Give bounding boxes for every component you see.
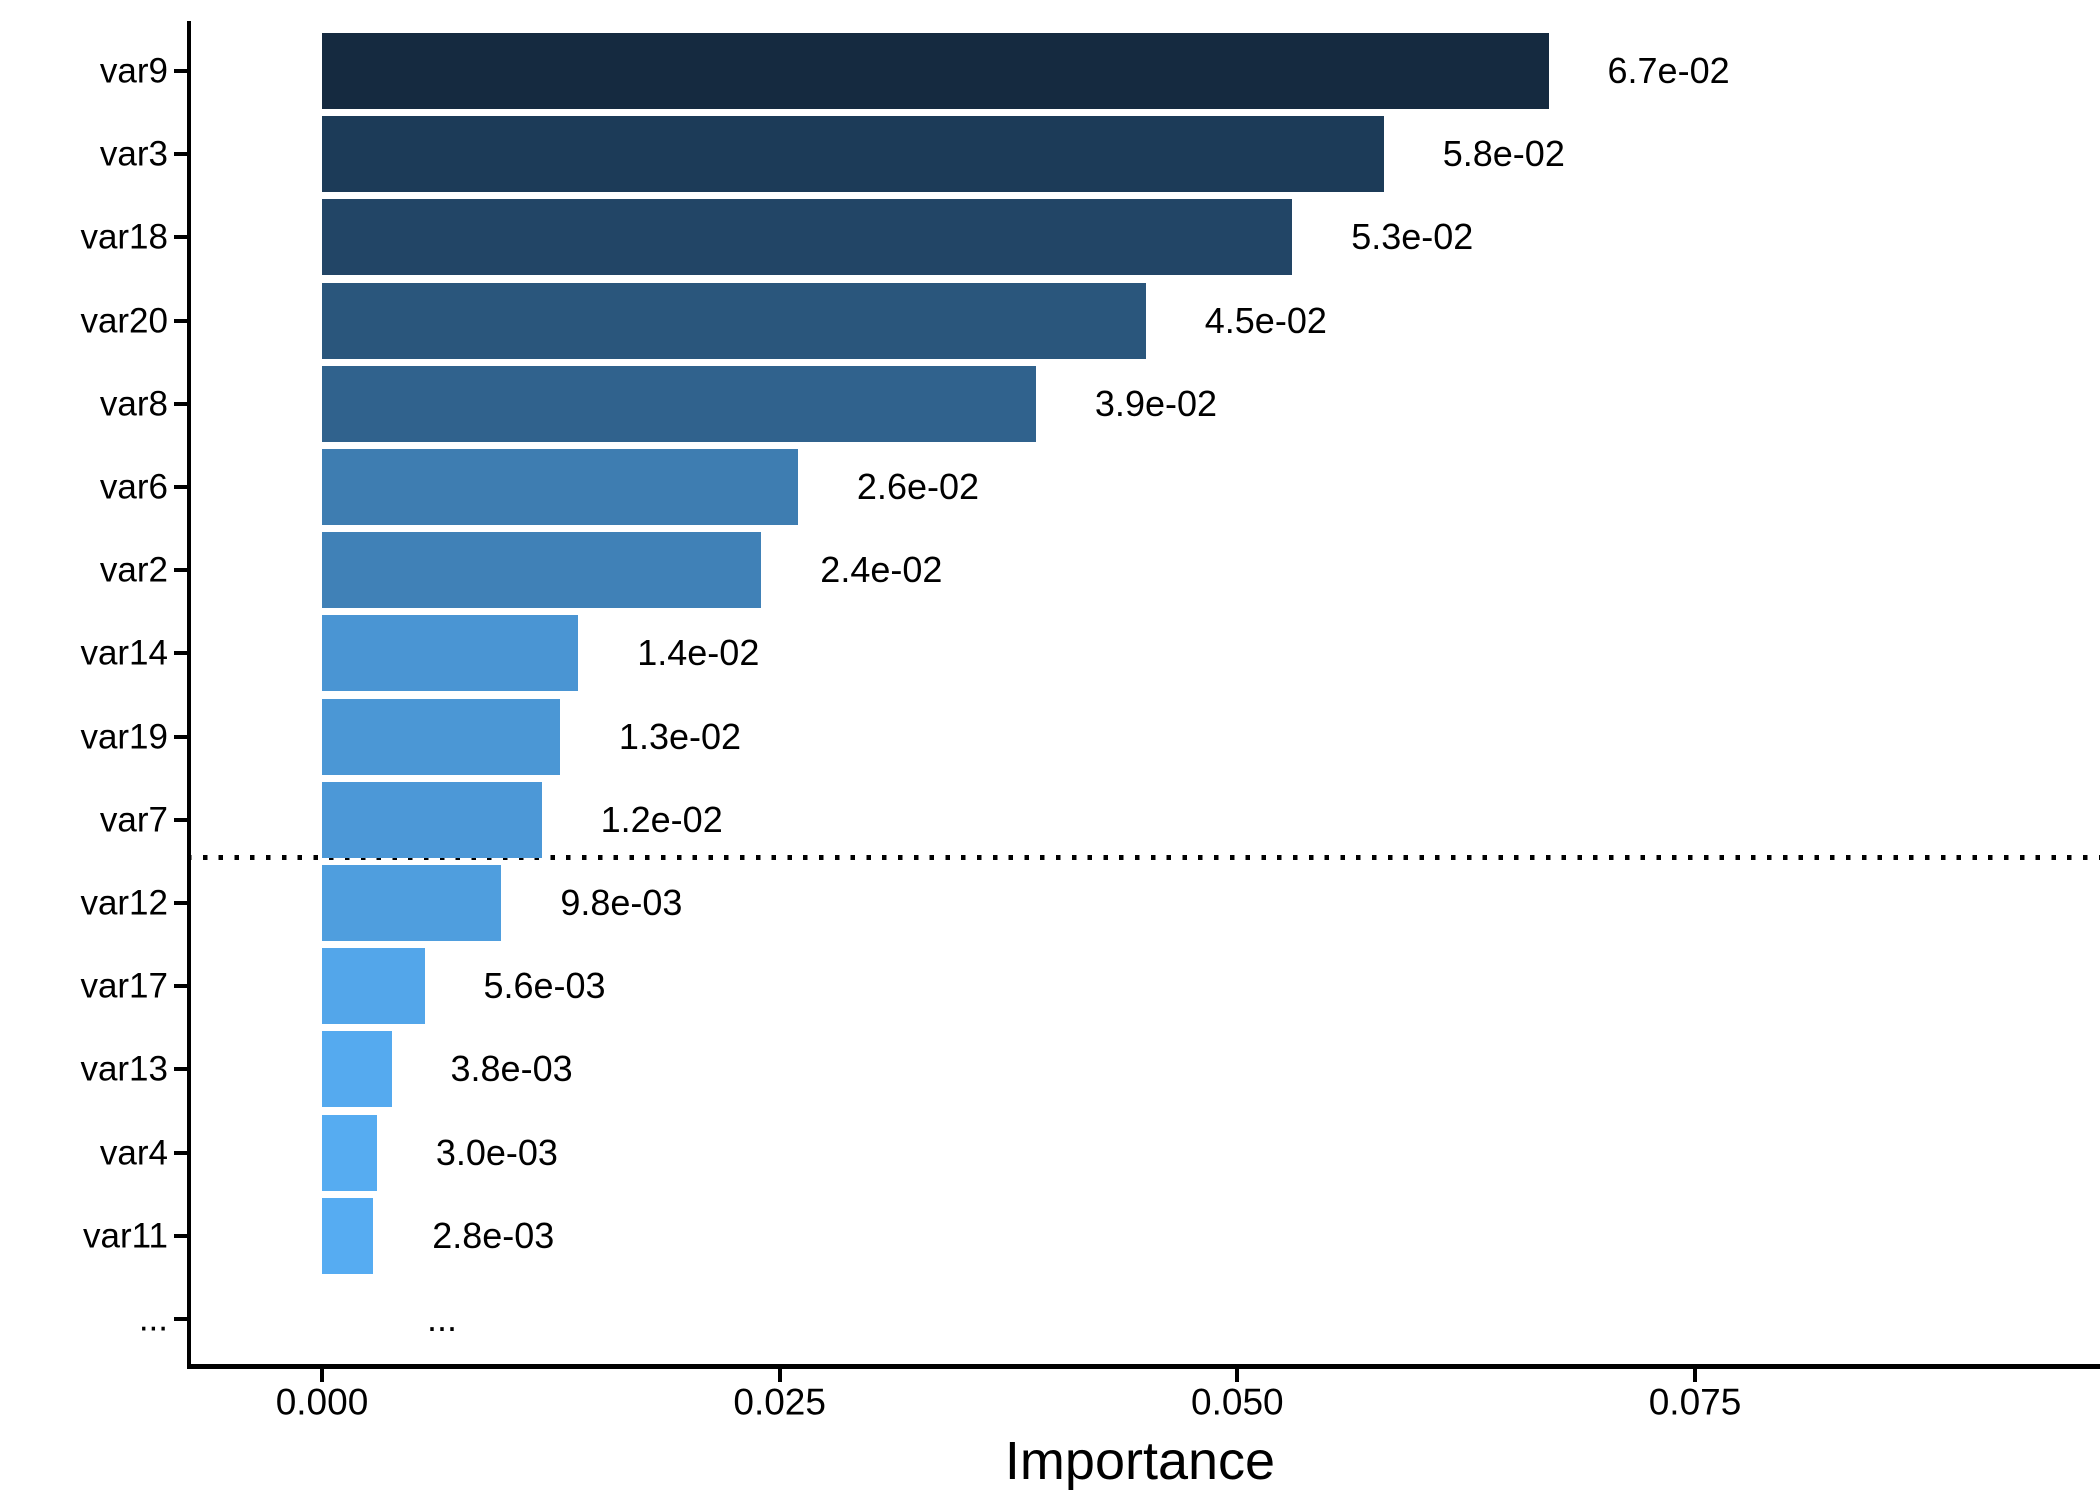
y-axis-tick <box>174 817 187 822</box>
bar <box>322 1197 374 1274</box>
bar <box>322 449 798 525</box>
bar-value-label: 1.3e-02 <box>618 715 742 757</box>
bar-value-label: 6.7e-02 <box>1607 50 1730 91</box>
bar <box>322 865 502 941</box>
bar <box>322 615 579 692</box>
bar <box>322 282 1146 359</box>
x-axis-tick-mark <box>1235 1369 1240 1382</box>
y-axis-label: var7 <box>99 800 168 840</box>
y-axis-tick <box>174 1233 187 1238</box>
bar <box>322 199 1293 276</box>
bar-value-label: 2.4e-02 <box>820 549 943 591</box>
threshold-dotted-line <box>187 855 2100 860</box>
x-axis-tick-label: 0.075 <box>1648 1381 1742 1423</box>
y-axis-label: var18 <box>80 217 168 257</box>
y-axis-label: var19 <box>80 717 168 757</box>
y-axis-tick <box>174 69 187 73</box>
bar-value-label: 5.8e-02 <box>1442 133 1565 175</box>
bar <box>322 698 560 775</box>
x-axis-title: Importance <box>1004 1431 1276 1491</box>
bar-value-label: 3.9e-02 <box>1094 382 1218 424</box>
y-axis-tick <box>174 152 187 157</box>
y-axis-tick <box>174 1317 187 1321</box>
bar <box>322 948 425 1025</box>
x-axis-tick-label: 0.025 <box>733 1381 826 1423</box>
y-axis-label: var3 <box>99 134 168 174</box>
bar-value-label: 3.8e-03 <box>450 1048 573 1090</box>
y-axis-label: ... <box>138 1299 168 1339</box>
bar <box>322 532 762 609</box>
bar <box>322 1114 377 1191</box>
y-axis-line <box>187 21 191 1369</box>
y-axis-label: var17 <box>80 966 168 1006</box>
y-axis-tick <box>174 485 187 489</box>
y-axis-tick <box>174 734 187 739</box>
bar-value-label: 1.4e-02 <box>637 632 760 674</box>
bar-value-label: 4.5e-02 <box>1204 299 1327 341</box>
bar-value-label: 3.0e-03 <box>435 1131 558 1173</box>
bar-value-label: 1.2e-02 <box>600 798 723 840</box>
x-axis-tick-mark <box>777 1369 782 1382</box>
y-axis-tick <box>174 651 187 656</box>
y-axis-tick <box>174 235 187 240</box>
y-axis-label: var13 <box>80 1049 168 1089</box>
y-axis-tick <box>174 568 187 573</box>
x-axis-line <box>187 1364 2100 1369</box>
y-axis-label: var2 <box>99 550 168 590</box>
bar <box>322 33 1549 109</box>
y-axis-label: var14 <box>80 633 168 673</box>
bar <box>322 781 542 858</box>
bar-value-label: 5.6e-03 <box>483 965 606 1007</box>
y-axis-tick <box>174 1067 187 1072</box>
bar <box>322 1031 392 1108</box>
y-axis-label: var11 <box>83 1216 168 1256</box>
bar <box>322 365 1036 442</box>
x-axis-tick-mark <box>1693 1369 1698 1382</box>
y-axis-label: var12 <box>80 883 168 923</box>
bar-value-label: 2.8e-03 <box>432 1214 555 1256</box>
y-axis-label: var9 <box>99 51 168 91</box>
y-axis-tick <box>174 318 187 323</box>
y-axis-tick <box>174 984 187 989</box>
y-axis-label: var4 <box>99 1133 168 1173</box>
bar-value-label: 9.8e-03 <box>560 882 683 923</box>
bar-value-label: ... <box>426 1298 458 1339</box>
x-axis-tick-label: 0.050 <box>1191 1381 1284 1423</box>
bar-value-label: 2.6e-02 <box>856 466 980 507</box>
bar-value-label: 5.3e-02 <box>1351 216 1474 258</box>
x-axis-tick-mark <box>320 1369 324 1382</box>
y-axis-tick <box>174 1150 187 1155</box>
y-axis-label: var20 <box>80 301 168 341</box>
bar <box>322 116 1384 193</box>
y-axis-tick <box>174 401 187 406</box>
y-axis-tick <box>174 901 187 905</box>
y-axis-label: var6 <box>99 467 168 507</box>
y-axis-label: var8 <box>99 384 168 424</box>
x-axis-tick-label: 0.000 <box>275 1381 369 1423</box>
